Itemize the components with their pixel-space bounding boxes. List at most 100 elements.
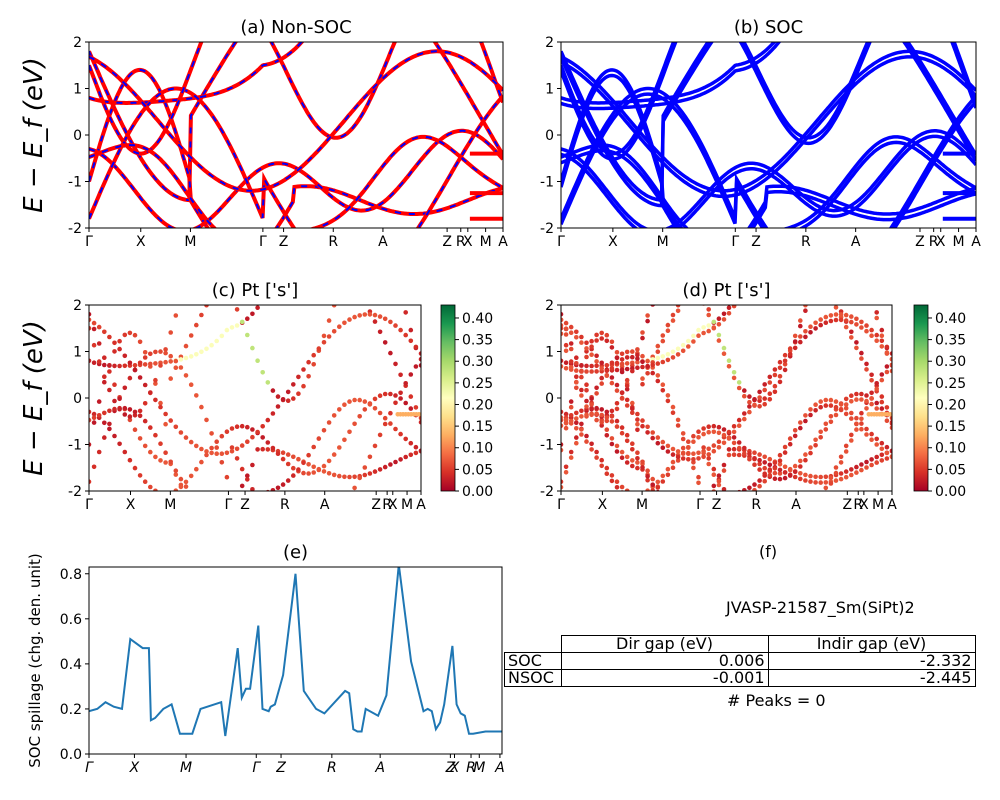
scatter-point — [624, 383, 630, 389]
scatter-point — [675, 308, 681, 314]
scatter-point — [594, 417, 599, 423]
scatter-point — [331, 329, 337, 334]
scatter-point — [650, 488, 655, 491]
scatter-point — [773, 223, 778, 228]
scatter-point — [864, 278, 869, 283]
scatter-point — [393, 400, 398, 406]
scatter-point — [742, 411, 747, 416]
scatter-point — [220, 513, 225, 518]
scatter-point — [619, 449, 625, 455]
panel-a-ytick-label: -2 — [68, 221, 82, 237]
scatter-point — [686, 516, 691, 521]
scatter-point — [798, 318, 803, 323]
scatter-point — [843, 402, 849, 407]
scatter-point — [869, 372, 874, 378]
scatter-point — [767, 467, 773, 472]
scatter-point — [670, 410, 676, 416]
scatter-point — [686, 521, 691, 526]
scatter-point — [712, 252, 717, 257]
scatter-point — [722, 236, 727, 241]
scatter-point — [117, 338, 122, 344]
scatter-point — [311, 537, 316, 542]
panel-c-ytick-label: -1 — [68, 438, 82, 454]
scatter-point — [808, 263, 813, 268]
scatter-point — [859, 426, 864, 432]
scatter-point — [163, 411, 168, 417]
scatter-point — [107, 363, 112, 368]
scatter-point — [362, 407, 368, 412]
panel-e-ylabel: SOC spillage (chg. den. unit) — [26, 553, 44, 768]
scatter-point — [388, 462, 393, 467]
scatter-point — [680, 451, 686, 456]
scatter-point — [183, 343, 189, 349]
scatter-point — [96, 449, 102, 455]
scatter-point — [843, 312, 849, 318]
scatter-point — [306, 452, 311, 458]
scatter-point — [604, 465, 610, 471]
scatter-point — [655, 373, 661, 378]
scatter-point — [413, 405, 419, 410]
scatter-point — [194, 507, 199, 512]
scatter-point — [665, 322, 671, 328]
scatter-point — [757, 452, 762, 457]
scatter-point — [398, 431, 403, 437]
scatter-point — [839, 239, 844, 244]
scatter-point — [792, 463, 798, 469]
scatter-point — [691, 433, 696, 439]
scatter-point — [163, 347, 168, 352]
scatter-point — [686, 344, 691, 349]
scatter-point — [589, 411, 594, 417]
scatter-point — [828, 414, 834, 419]
scatter-point — [849, 438, 854, 443]
scatter-point — [250, 487, 255, 491]
scatter-point — [701, 450, 706, 456]
scatter-point — [563, 326, 569, 332]
scatter-point — [311, 470, 317, 475]
panel-b-ytick-label: -2 — [540, 221, 554, 237]
scatter-point — [326, 471, 332, 476]
scatter-point — [787, 473, 793, 478]
panel-a-xtick-label: Z — [442, 234, 452, 250]
ylabel-row2: E − E_f (eV) — [19, 320, 49, 476]
scatter-point — [879, 406, 885, 411]
scatter-point — [117, 405, 122, 411]
scatter-point — [204, 241, 209, 246]
scatter-point — [220, 242, 225, 247]
scatter-point — [666, 261, 671, 266]
scatter-point — [102, 329, 107, 335]
scatter-point — [716, 445, 722, 450]
scatter-point — [721, 317, 727, 322]
scatter-point — [874, 315, 879, 321]
scatter-point — [838, 476, 844, 482]
scatter-point — [599, 423, 604, 428]
scatter-point — [640, 376, 645, 381]
scatter-point — [656, 281, 661, 286]
scatter-point — [599, 366, 604, 371]
scatter-point — [752, 450, 757, 456]
scatter-point — [742, 445, 747, 451]
scatter-point — [132, 413, 138, 418]
scatter-point — [102, 374, 107, 380]
scatter-point — [137, 413, 143, 419]
scatter-point — [859, 350, 864, 356]
scatter-point — [291, 396, 296, 401]
scatter-point — [584, 439, 589, 444]
scatter-point — [777, 379, 783, 385]
scatter-point — [204, 502, 209, 507]
scatter-point — [574, 416, 579, 421]
scatter-point — [630, 447, 635, 452]
scatter-point — [767, 391, 773, 397]
scatter-point — [716, 322, 722, 327]
scatter-point — [762, 382, 767, 387]
scatter-point — [813, 62, 818, 67]
scatter-point — [148, 351, 153, 357]
scatter-point — [737, 496, 742, 501]
scatter-point — [884, 418, 890, 424]
scatter-point — [732, 491, 737, 496]
scatter-point — [843, 396, 849, 402]
scatter-point — [168, 376, 173, 381]
scatter-point — [574, 410, 579, 416]
scatter-point — [777, 458, 783, 464]
scatter-point — [209, 450, 214, 456]
